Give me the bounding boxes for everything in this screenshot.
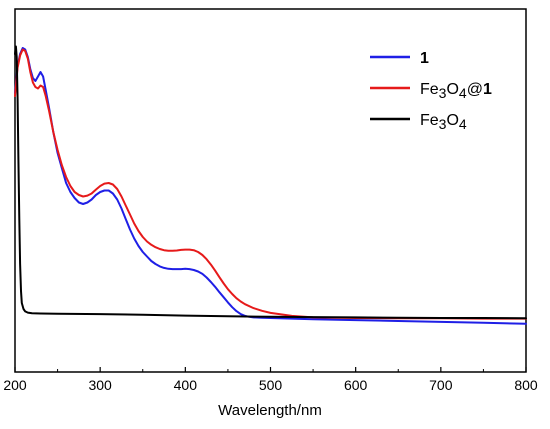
x-axis-title: Wavelength/nm xyxy=(218,402,322,419)
legend-label-0: 1 xyxy=(420,50,429,67)
x-axis-ticks: 200 300 400 500 600 700 800 xyxy=(3,367,538,393)
x-tick-label: 800 xyxy=(514,377,538,393)
legend-label-1: Fe3O4@1 xyxy=(420,81,492,101)
x-tick-label: 600 xyxy=(344,377,368,393)
series-layer xyxy=(14,45,527,325)
legend-label-2: Fe3O4 xyxy=(420,112,467,132)
x-tick-label: 500 xyxy=(259,377,283,393)
series-line-2 xyxy=(14,45,527,320)
x-tick-label: 700 xyxy=(429,377,453,393)
x-tick-label: 300 xyxy=(88,377,112,393)
x-tick-label: 400 xyxy=(174,377,198,393)
series-line-0 xyxy=(14,47,527,325)
legend: 1 Fe3O4@1 Fe3O4 xyxy=(370,50,492,132)
series-line-1 xyxy=(14,48,527,320)
x-tick-label: 200 xyxy=(3,377,27,393)
